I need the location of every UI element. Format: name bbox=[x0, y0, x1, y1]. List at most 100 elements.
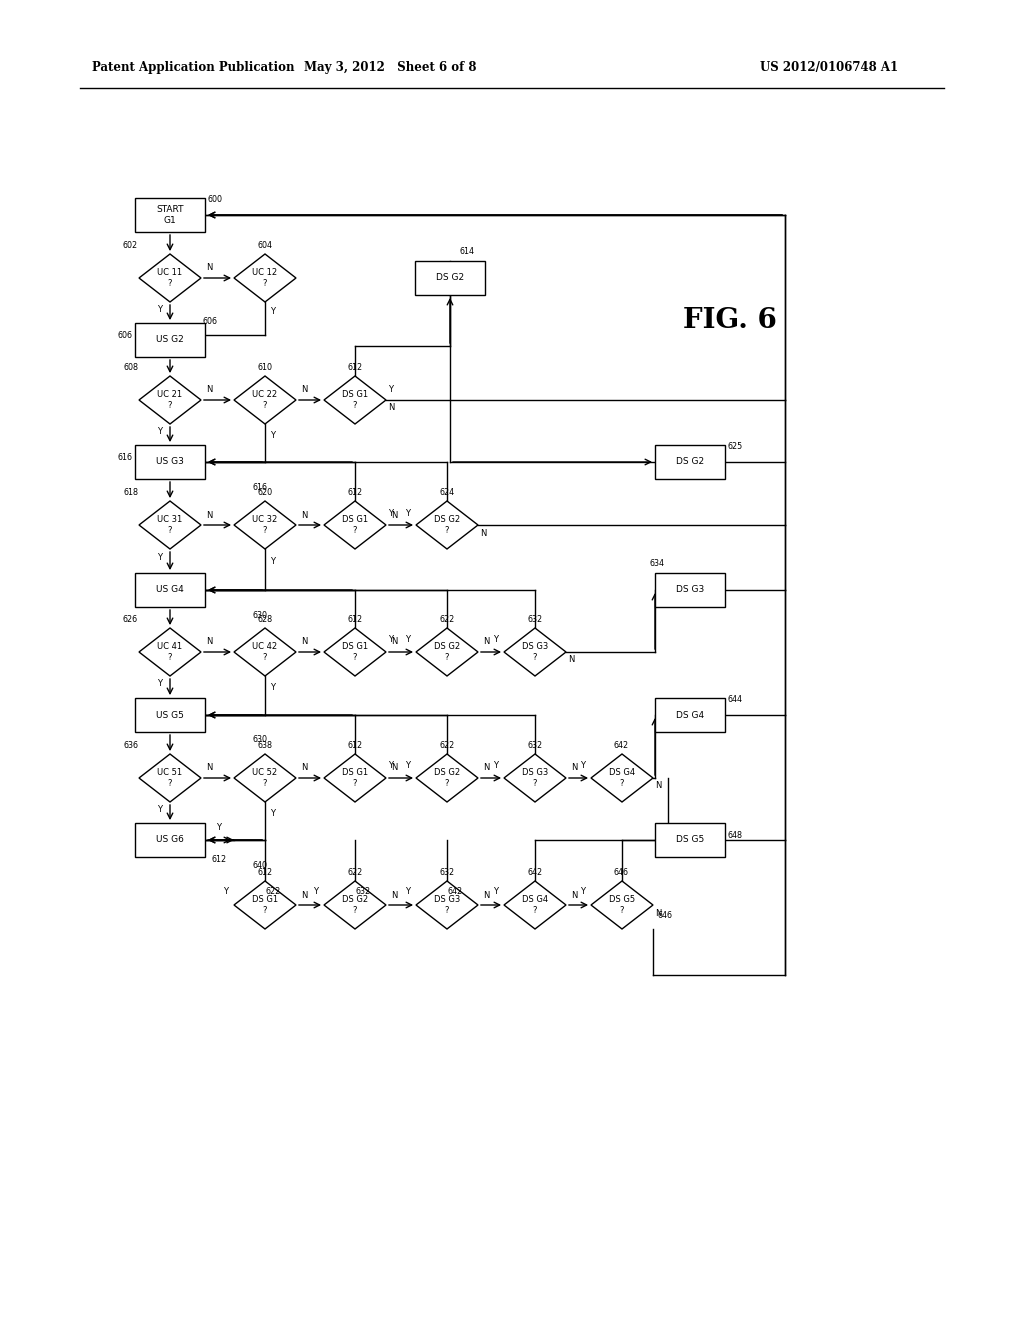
Text: Y: Y bbox=[158, 305, 163, 314]
Text: 612: 612 bbox=[211, 855, 226, 865]
Text: 634: 634 bbox=[650, 558, 665, 568]
Text: US G4: US G4 bbox=[156, 586, 184, 594]
Polygon shape bbox=[591, 754, 653, 803]
FancyBboxPatch shape bbox=[135, 323, 205, 356]
Text: N: N bbox=[206, 385, 212, 395]
Text: N: N bbox=[570, 891, 578, 899]
FancyBboxPatch shape bbox=[135, 698, 205, 733]
Text: Y: Y bbox=[388, 508, 393, 517]
Text: 638: 638 bbox=[257, 741, 272, 750]
Text: 632: 632 bbox=[439, 869, 454, 876]
Text: N: N bbox=[301, 511, 307, 520]
Text: Patent Application Publication: Patent Application Publication bbox=[92, 62, 295, 74]
Text: DS G5: DS G5 bbox=[676, 836, 705, 845]
Polygon shape bbox=[416, 754, 478, 803]
Text: Y: Y bbox=[406, 635, 411, 644]
Text: N: N bbox=[301, 763, 307, 772]
Text: 626: 626 bbox=[123, 615, 138, 624]
Text: N: N bbox=[206, 638, 212, 647]
Text: 622: 622 bbox=[439, 615, 455, 624]
Text: Y: Y bbox=[158, 428, 163, 437]
Text: UC 32
?: UC 32 ? bbox=[252, 515, 278, 535]
Text: 642: 642 bbox=[527, 869, 542, 876]
Text: UC 41
?: UC 41 ? bbox=[158, 643, 182, 661]
Text: DS G4: DS G4 bbox=[676, 710, 705, 719]
Text: N: N bbox=[570, 763, 578, 772]
Text: DS G2
?: DS G2 ? bbox=[434, 768, 460, 788]
Polygon shape bbox=[234, 880, 296, 929]
Text: Y: Y bbox=[581, 887, 586, 895]
Text: 606: 606 bbox=[203, 318, 217, 326]
Text: 610: 610 bbox=[257, 363, 272, 372]
FancyBboxPatch shape bbox=[135, 445, 205, 479]
Text: US G6: US G6 bbox=[156, 836, 184, 845]
Text: Y: Y bbox=[406, 762, 411, 771]
Text: N: N bbox=[568, 656, 574, 664]
Text: UC 31
?: UC 31 ? bbox=[158, 515, 182, 535]
Text: Y: Y bbox=[388, 762, 393, 771]
Text: N: N bbox=[206, 511, 212, 520]
Text: DS G3
?: DS G3 ? bbox=[522, 768, 548, 788]
FancyBboxPatch shape bbox=[135, 198, 205, 232]
Text: 642: 642 bbox=[614, 741, 629, 750]
Text: UC 42
?: UC 42 ? bbox=[253, 643, 278, 661]
Text: Y: Y bbox=[216, 824, 221, 833]
Text: N: N bbox=[482, 891, 489, 899]
Polygon shape bbox=[591, 880, 653, 929]
Text: 622: 622 bbox=[439, 741, 455, 750]
Text: Y: Y bbox=[406, 887, 411, 895]
Text: 624: 624 bbox=[439, 488, 454, 498]
Text: 636: 636 bbox=[123, 741, 138, 750]
Text: 614: 614 bbox=[460, 247, 475, 256]
Text: Y: Y bbox=[388, 385, 393, 395]
Text: DS G3
?: DS G3 ? bbox=[522, 643, 548, 661]
Text: 625: 625 bbox=[728, 442, 743, 451]
Polygon shape bbox=[324, 376, 386, 424]
Text: DS G3: DS G3 bbox=[676, 586, 705, 594]
Text: DS G4
?: DS G4 ? bbox=[522, 895, 548, 915]
Text: DS G2: DS G2 bbox=[676, 458, 705, 466]
Text: Y: Y bbox=[158, 680, 163, 689]
Text: N: N bbox=[301, 891, 307, 899]
Text: 632: 632 bbox=[527, 615, 542, 624]
Text: N: N bbox=[391, 763, 397, 772]
Text: 640: 640 bbox=[253, 861, 267, 870]
Text: UC 22
?: UC 22 ? bbox=[253, 391, 278, 409]
Text: 622: 622 bbox=[347, 869, 362, 876]
Text: DS G1
?: DS G1 ? bbox=[342, 391, 368, 409]
Polygon shape bbox=[234, 502, 296, 549]
Polygon shape bbox=[139, 502, 201, 549]
Text: N: N bbox=[206, 763, 212, 772]
Text: Y: Y bbox=[494, 887, 499, 895]
Polygon shape bbox=[234, 253, 296, 302]
Polygon shape bbox=[504, 880, 566, 929]
Polygon shape bbox=[416, 628, 478, 676]
Text: 632: 632 bbox=[355, 887, 371, 895]
Text: 644: 644 bbox=[728, 696, 743, 704]
Text: N: N bbox=[654, 781, 662, 791]
Text: DS G2
?: DS G2 ? bbox=[434, 515, 460, 535]
FancyBboxPatch shape bbox=[655, 573, 725, 607]
Polygon shape bbox=[504, 628, 566, 676]
Text: 602: 602 bbox=[123, 242, 138, 249]
Text: Y: Y bbox=[494, 762, 499, 771]
Text: 648: 648 bbox=[728, 830, 743, 840]
FancyBboxPatch shape bbox=[135, 822, 205, 857]
Text: US G5: US G5 bbox=[156, 710, 184, 719]
Text: Y: Y bbox=[406, 508, 411, 517]
Text: 632: 632 bbox=[527, 741, 542, 750]
Text: DS G2
?: DS G2 ? bbox=[342, 895, 368, 915]
Polygon shape bbox=[234, 754, 296, 803]
Text: 606: 606 bbox=[117, 330, 132, 339]
Text: N: N bbox=[301, 638, 307, 647]
Text: 604: 604 bbox=[257, 242, 272, 249]
Text: 616: 616 bbox=[253, 483, 267, 491]
Text: DS G1
?: DS G1 ? bbox=[342, 515, 368, 535]
Text: 642: 642 bbox=[447, 887, 463, 895]
Text: 646: 646 bbox=[614, 869, 629, 876]
Text: Y: Y bbox=[313, 887, 318, 895]
Text: Y: Y bbox=[388, 635, 393, 644]
Text: 628: 628 bbox=[257, 615, 272, 624]
Text: Y: Y bbox=[270, 432, 275, 441]
Text: 600: 600 bbox=[208, 195, 223, 205]
